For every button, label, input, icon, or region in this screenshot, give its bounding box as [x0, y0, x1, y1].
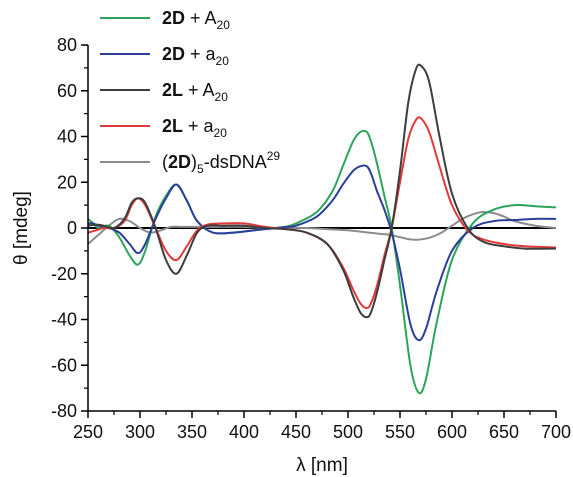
legend-label-3: 2L + a20 — [162, 116, 227, 140]
y-tick-label: 0 — [67, 218, 77, 238]
x-tick-label: 250 — [73, 422, 103, 442]
y-tick-label: 40 — [57, 127, 77, 147]
series-line-1 — [87, 164, 557, 342]
x-tick-label: 350 — [177, 422, 207, 442]
y-tick-label: -20 — [51, 264, 77, 284]
y-tick-label: 80 — [57, 35, 77, 55]
x-tick-label: 600 — [437, 422, 467, 442]
series-line-2 — [87, 63, 557, 319]
series-line-0 — [87, 129, 557, 395]
y-tick-label: -60 — [51, 355, 77, 375]
x-axis-label: λ [nm] — [296, 455, 348, 476]
axes: 250 300 350 400 450 500 550 600 650 700-80-60-40-… — [51, 35, 571, 442]
legend: 2D + A20 2D + a20 2L + A20 2L + a20 (2D)5-ds… — [100, 8, 280, 176]
x-tick-label: 400 — [229, 422, 259, 442]
x-tick-label: 300 — [125, 422, 155, 442]
legend-label-0: 2D + A20 — [162, 8, 230, 32]
legend-label-1: 2D + a20 — [162, 44, 229, 68]
x-tick-label: 650 — [489, 422, 519, 442]
x-tick-label: 450 — [281, 422, 311, 442]
y-tick-label: -80 — [51, 401, 77, 421]
plot-area — [87, 63, 557, 395]
y-axis-label: θ [mdeg] — [11, 191, 32, 265]
x-tick-label: 500 — [333, 422, 363, 442]
legend-label-2: 2L + A20 — [162, 80, 228, 104]
legend-label-4: (2D)5-dsDNA29 — [162, 149, 280, 176]
x-tick-label: 700 — [541, 422, 571, 442]
x-tick-label: 550 — [385, 422, 415, 442]
y-tick-label: -40 — [51, 310, 77, 330]
y-tick-label: 20 — [57, 172, 77, 192]
y-tick-label: 60 — [57, 81, 77, 101]
